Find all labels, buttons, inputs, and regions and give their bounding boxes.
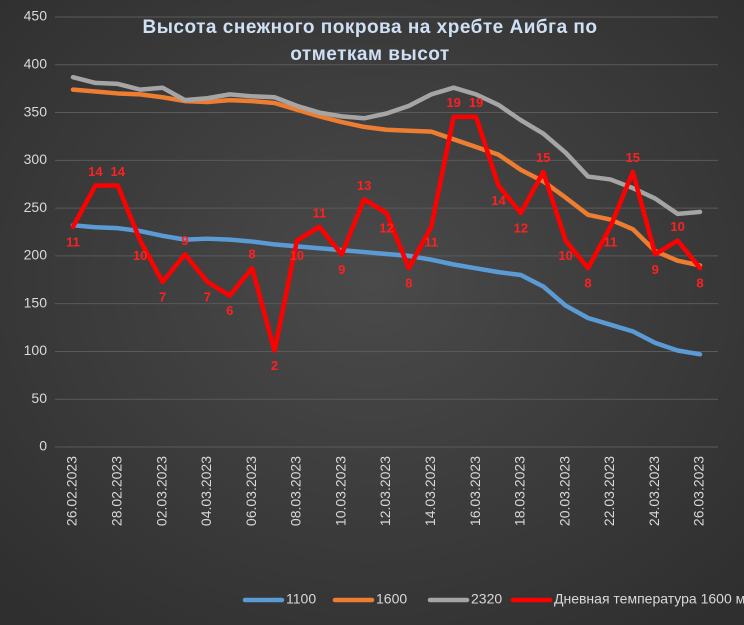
x-tick-label: 26.02.2023	[64, 456, 80, 526]
data-label: 12	[514, 221, 528, 236]
y-tick-label: 450	[24, 8, 48, 24]
series-line	[70, 74, 703, 217]
data-label: 14	[491, 193, 506, 208]
x-tick-label: 02.03.2023	[153, 456, 169, 526]
data-label: 8	[249, 247, 256, 262]
y-tick-label: 150	[24, 294, 48, 310]
x-tick-label: 10.03.2023	[332, 456, 348, 526]
x-tick-label: 14.03.2023	[422, 456, 438, 526]
data-label: 10	[558, 248, 572, 263]
legend-label: 1100	[286, 591, 316, 607]
x-tick-label: 26.03.2023	[691, 456, 707, 526]
data-label: 14	[111, 164, 126, 179]
data-label: 8	[405, 276, 412, 291]
chart-title: Высота снежного покрова на хребте Аибга …	[142, 17, 597, 38]
x-tick-label: 28.02.2023	[108, 456, 124, 526]
data-label: 15	[626, 150, 640, 165]
y-tick-label: 200	[24, 247, 48, 263]
y-tick-label: 100	[24, 342, 48, 358]
y-tick-label: 50	[31, 390, 47, 406]
x-tick-label: 06.03.2023	[243, 456, 259, 526]
series-line	[70, 223, 703, 357]
x-tick-label: 24.03.2023	[646, 456, 662, 526]
x-tick-label: 12.03.2023	[377, 456, 393, 526]
data-label: 11	[424, 234, 438, 249]
y-tick-label: 0	[39, 438, 47, 454]
data-label: 15	[536, 150, 550, 165]
data-label: 8	[584, 276, 591, 291]
chart-title: отметкам высот	[290, 44, 449, 65]
y-tick-label: 400	[24, 55, 48, 71]
x-tick-label: 22.03.2023	[601, 456, 617, 526]
data-label: 11	[604, 234, 618, 249]
data-label: 14	[88, 164, 103, 179]
x-tick-label: 16.03.2023	[467, 456, 483, 526]
data-label: 19	[469, 95, 483, 110]
data-label: 10	[290, 248, 304, 263]
series-line	[70, 114, 703, 353]
data-label: 8	[696, 276, 703, 291]
data-label: 13	[357, 178, 371, 193]
x-tick-label: 20.03.2023	[556, 456, 572, 526]
legend-label: Дневная температура 1600 м	[554, 591, 744, 607]
legend-label: 1600	[376, 591, 407, 607]
legend-label: 2320	[471, 591, 502, 607]
series-line	[70, 87, 703, 268]
data-label: 6	[226, 303, 233, 318]
data-label: 19	[446, 95, 460, 110]
x-tick-label: 08.03.2023	[288, 456, 304, 526]
data-label: 10	[133, 248, 147, 263]
data-label: 9	[652, 262, 659, 277]
x-tick-label: 04.03.2023	[198, 456, 214, 526]
data-label: 11	[66, 234, 80, 249]
data-label: 9	[338, 262, 345, 277]
data-label: 11	[312, 205, 326, 220]
data-label: 12	[379, 221, 393, 236]
data-label: 7	[159, 289, 166, 304]
x-tick-label: 18.03.2023	[512, 456, 528, 526]
data-label: 7	[204, 289, 211, 304]
data-label: 10	[670, 219, 684, 234]
y-tick-label: 300	[24, 151, 48, 167]
y-tick-label: 250	[24, 199, 48, 215]
data-label: 2	[271, 358, 278, 373]
data-label: 9	[181, 233, 188, 248]
y-tick-label: 350	[24, 103, 48, 119]
